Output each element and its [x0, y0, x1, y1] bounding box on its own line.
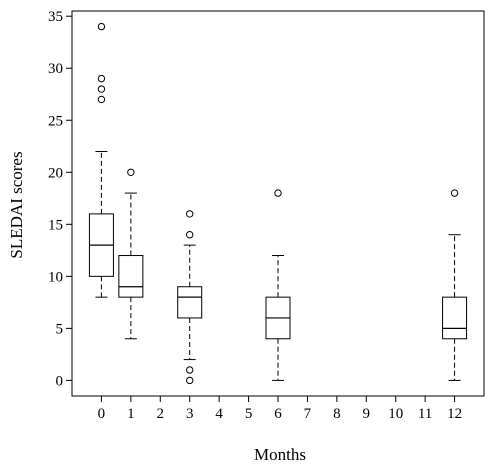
outlier-point — [127, 168, 135, 176]
x-tick-label-4: 4 — [215, 406, 223, 422]
y-tick-label-30: 30 — [48, 61, 63, 77]
outlier-point — [186, 376, 194, 385]
x-tick-label-9: 9 — [363, 406, 371, 422]
outlier-point — [274, 189, 282, 197]
outlier-point — [186, 366, 194, 374]
iqr-box — [118, 255, 144, 298]
iqr-box — [442, 296, 468, 340]
x-tick-label-10: 10 — [388, 406, 403, 422]
outlier-point — [97, 22, 106, 31]
y-axis: 0 5 10 15 20 25 30 35 — [48, 9, 72, 389]
outlier-point — [97, 95, 106, 104]
y-tick-label-25: 25 — [48, 113, 63, 129]
y-tick-label-0: 0 — [56, 373, 64, 389]
box-month-1 — [118, 168, 144, 340]
x-tick-label-6: 6 — [274, 406, 282, 422]
x-tick-label-5: 5 — [245, 406, 253, 422]
outlier-point — [186, 210, 194, 218]
y-tick-label-35: 35 — [48, 9, 63, 25]
x-tick-label-3: 3 — [186, 406, 194, 422]
x-tick-label-0: 0 — [98, 406, 106, 422]
y-axis-title: SLEDAI scores — [7, 151, 26, 258]
x-axis: 0 1 2 3 4 5 6 7 8 9 10 11 12 — [98, 396, 462, 422]
boxes-layer — [88, 22, 468, 385]
x-axis-title: Months — [254, 445, 306, 464]
x-tick-label-11: 11 — [418, 406, 432, 422]
outlier-point — [97, 85, 106, 93]
x-tick-label-2: 2 — [157, 406, 165, 422]
outlier-point — [450, 189, 459, 197]
outlier-point — [186, 231, 194, 239]
x-tick-label-7: 7 — [304, 406, 312, 422]
y-tick-label-10: 10 — [48, 269, 63, 285]
x-tick-label-1: 1 — [127, 406, 135, 422]
box-month-3 — [177, 210, 203, 385]
outlier-point — [97, 74, 106, 83]
box-month-12 — [442, 189, 468, 381]
y-tick-label-20: 20 — [48, 165, 63, 181]
x-tick-label-8: 8 — [333, 406, 341, 422]
box-month-6 — [265, 189, 291, 381]
x-tick-label-12: 12 — [447, 406, 462, 422]
y-tick-label-15: 15 — [48, 217, 63, 233]
box-month-0 — [88, 22, 114, 298]
iqr-box — [177, 286, 203, 319]
y-tick-label-5: 5 — [56, 321, 64, 337]
